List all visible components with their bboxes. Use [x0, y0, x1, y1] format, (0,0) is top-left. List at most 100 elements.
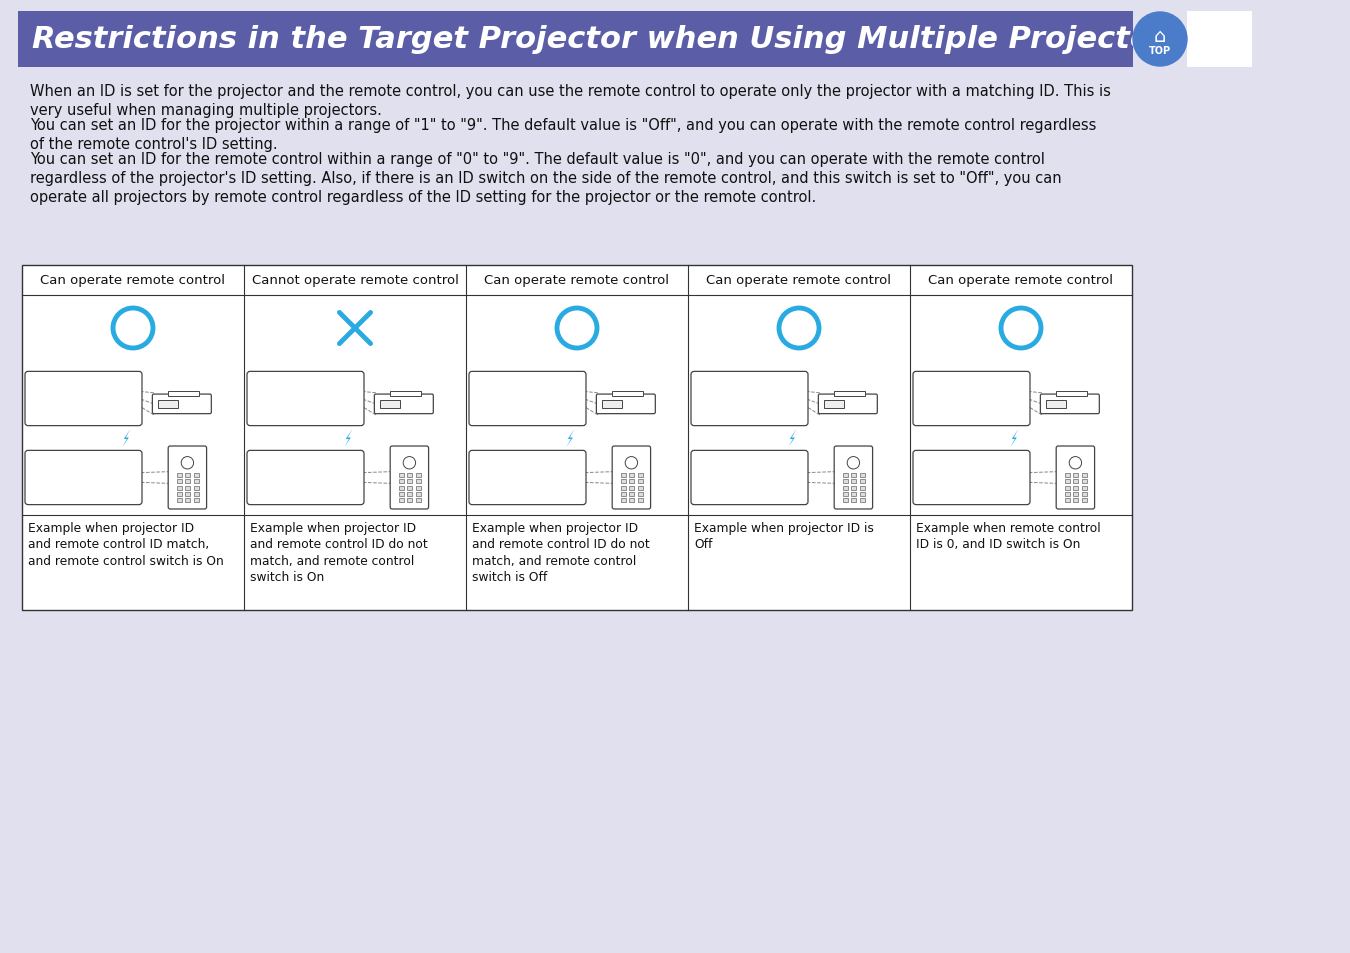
- Polygon shape: [1010, 430, 1018, 448]
- FancyBboxPatch shape: [913, 372, 1030, 426]
- Bar: [860, 479, 865, 483]
- Bar: [1065, 473, 1069, 477]
- Bar: [639, 486, 643, 490]
- Bar: [842, 499, 848, 503]
- Text: When an ID is set for the projector and the remote control, you can use the remo: When an ID is set for the projector and …: [30, 84, 1111, 118]
- Text: Restrictions in the Target Projector when Using Multiple Projectors: Restrictions in the Target Projector whe…: [32, 26, 1184, 54]
- FancyBboxPatch shape: [26, 451, 142, 505]
- FancyBboxPatch shape: [26, 372, 142, 426]
- Bar: [408, 473, 412, 477]
- Bar: [842, 473, 848, 477]
- Bar: [398, 486, 404, 490]
- Text: Example when remote control
ID is 0, and ID switch is On: Example when remote control ID is 0, and…: [917, 521, 1100, 551]
- Bar: [1073, 499, 1079, 503]
- Bar: [408, 499, 412, 503]
- FancyBboxPatch shape: [390, 447, 428, 510]
- Bar: [860, 499, 865, 503]
- Bar: [621, 473, 626, 477]
- Bar: [621, 493, 626, 497]
- Bar: [416, 473, 421, 477]
- Bar: [1073, 486, 1079, 490]
- FancyBboxPatch shape: [468, 451, 586, 505]
- Bar: [1065, 479, 1069, 483]
- Bar: [621, 486, 626, 490]
- Bar: [1073, 473, 1079, 477]
- Bar: [398, 499, 404, 503]
- Bar: [416, 479, 421, 483]
- Text: Example when projector ID
and remote control ID do not
match, and remote control: Example when projector ID and remote con…: [472, 521, 649, 584]
- Bar: [842, 493, 848, 497]
- Bar: [22, 266, 1133, 610]
- Text: Example when projector ID
and remote control ID do not
match, and remote control: Example when projector ID and remote con…: [250, 521, 428, 584]
- Text: ⌂: ⌂: [1154, 27, 1166, 46]
- FancyBboxPatch shape: [597, 395, 655, 415]
- Bar: [825, 400, 844, 408]
- Circle shape: [848, 457, 860, 470]
- Bar: [1073, 493, 1079, 497]
- Text: You can set an ID for the remote control within a range of "0" to "9". The defau: You can set an ID for the remote control…: [30, 152, 1061, 205]
- Bar: [639, 493, 643, 497]
- Polygon shape: [344, 430, 352, 448]
- Text: Example when projector ID
and remote control ID match,
and remote control switch: Example when projector ID and remote con…: [28, 521, 224, 567]
- FancyBboxPatch shape: [247, 372, 364, 426]
- Bar: [852, 493, 856, 497]
- Bar: [194, 493, 198, 497]
- Bar: [177, 486, 182, 490]
- Bar: [398, 493, 404, 497]
- Bar: [621, 479, 626, 483]
- Bar: [398, 473, 404, 477]
- FancyBboxPatch shape: [169, 447, 207, 510]
- Bar: [834, 392, 864, 396]
- Circle shape: [625, 457, 637, 470]
- Bar: [1081, 493, 1087, 497]
- Polygon shape: [123, 430, 131, 448]
- Bar: [621, 499, 626, 503]
- Bar: [1081, 499, 1087, 503]
- Bar: [177, 493, 182, 497]
- Bar: [852, 479, 856, 483]
- Bar: [416, 486, 421, 490]
- Text: You can set an ID for the projector within a range of "1" to "9". The default va: You can set an ID for the projector with…: [30, 118, 1096, 152]
- Bar: [629, 486, 634, 490]
- Bar: [1187, 12, 1251, 68]
- Polygon shape: [788, 430, 796, 448]
- Bar: [852, 499, 856, 503]
- Bar: [1056, 392, 1087, 396]
- Bar: [185, 479, 190, 483]
- Bar: [860, 486, 865, 490]
- Bar: [194, 473, 198, 477]
- Bar: [408, 479, 412, 483]
- Bar: [1073, 479, 1079, 483]
- Text: Can operate remote control: Can operate remote control: [40, 274, 225, 287]
- Bar: [1065, 499, 1069, 503]
- FancyBboxPatch shape: [834, 447, 872, 510]
- Bar: [1065, 493, 1069, 497]
- Bar: [390, 392, 421, 396]
- Bar: [398, 479, 404, 483]
- Circle shape: [1069, 457, 1081, 470]
- Bar: [629, 473, 634, 477]
- Bar: [629, 479, 634, 483]
- Bar: [416, 493, 421, 497]
- FancyBboxPatch shape: [818, 395, 878, 415]
- Text: Can operate remote control: Can operate remote control: [706, 274, 891, 287]
- Bar: [194, 479, 198, 483]
- Bar: [194, 499, 198, 503]
- FancyBboxPatch shape: [691, 372, 809, 426]
- Bar: [629, 499, 634, 503]
- Bar: [1081, 486, 1087, 490]
- Bar: [602, 400, 622, 408]
- Bar: [860, 473, 865, 477]
- Bar: [1046, 400, 1066, 408]
- Bar: [177, 499, 182, 503]
- Bar: [167, 392, 198, 396]
- Bar: [416, 499, 421, 503]
- Bar: [1081, 479, 1087, 483]
- Bar: [1065, 486, 1069, 490]
- Text: Can operate remote control: Can operate remote control: [485, 274, 670, 287]
- Text: Example when projector ID is
Off: Example when projector ID is Off: [694, 521, 873, 551]
- Bar: [408, 486, 412, 490]
- Polygon shape: [567, 430, 574, 448]
- Bar: [194, 486, 198, 490]
- FancyBboxPatch shape: [691, 451, 809, 505]
